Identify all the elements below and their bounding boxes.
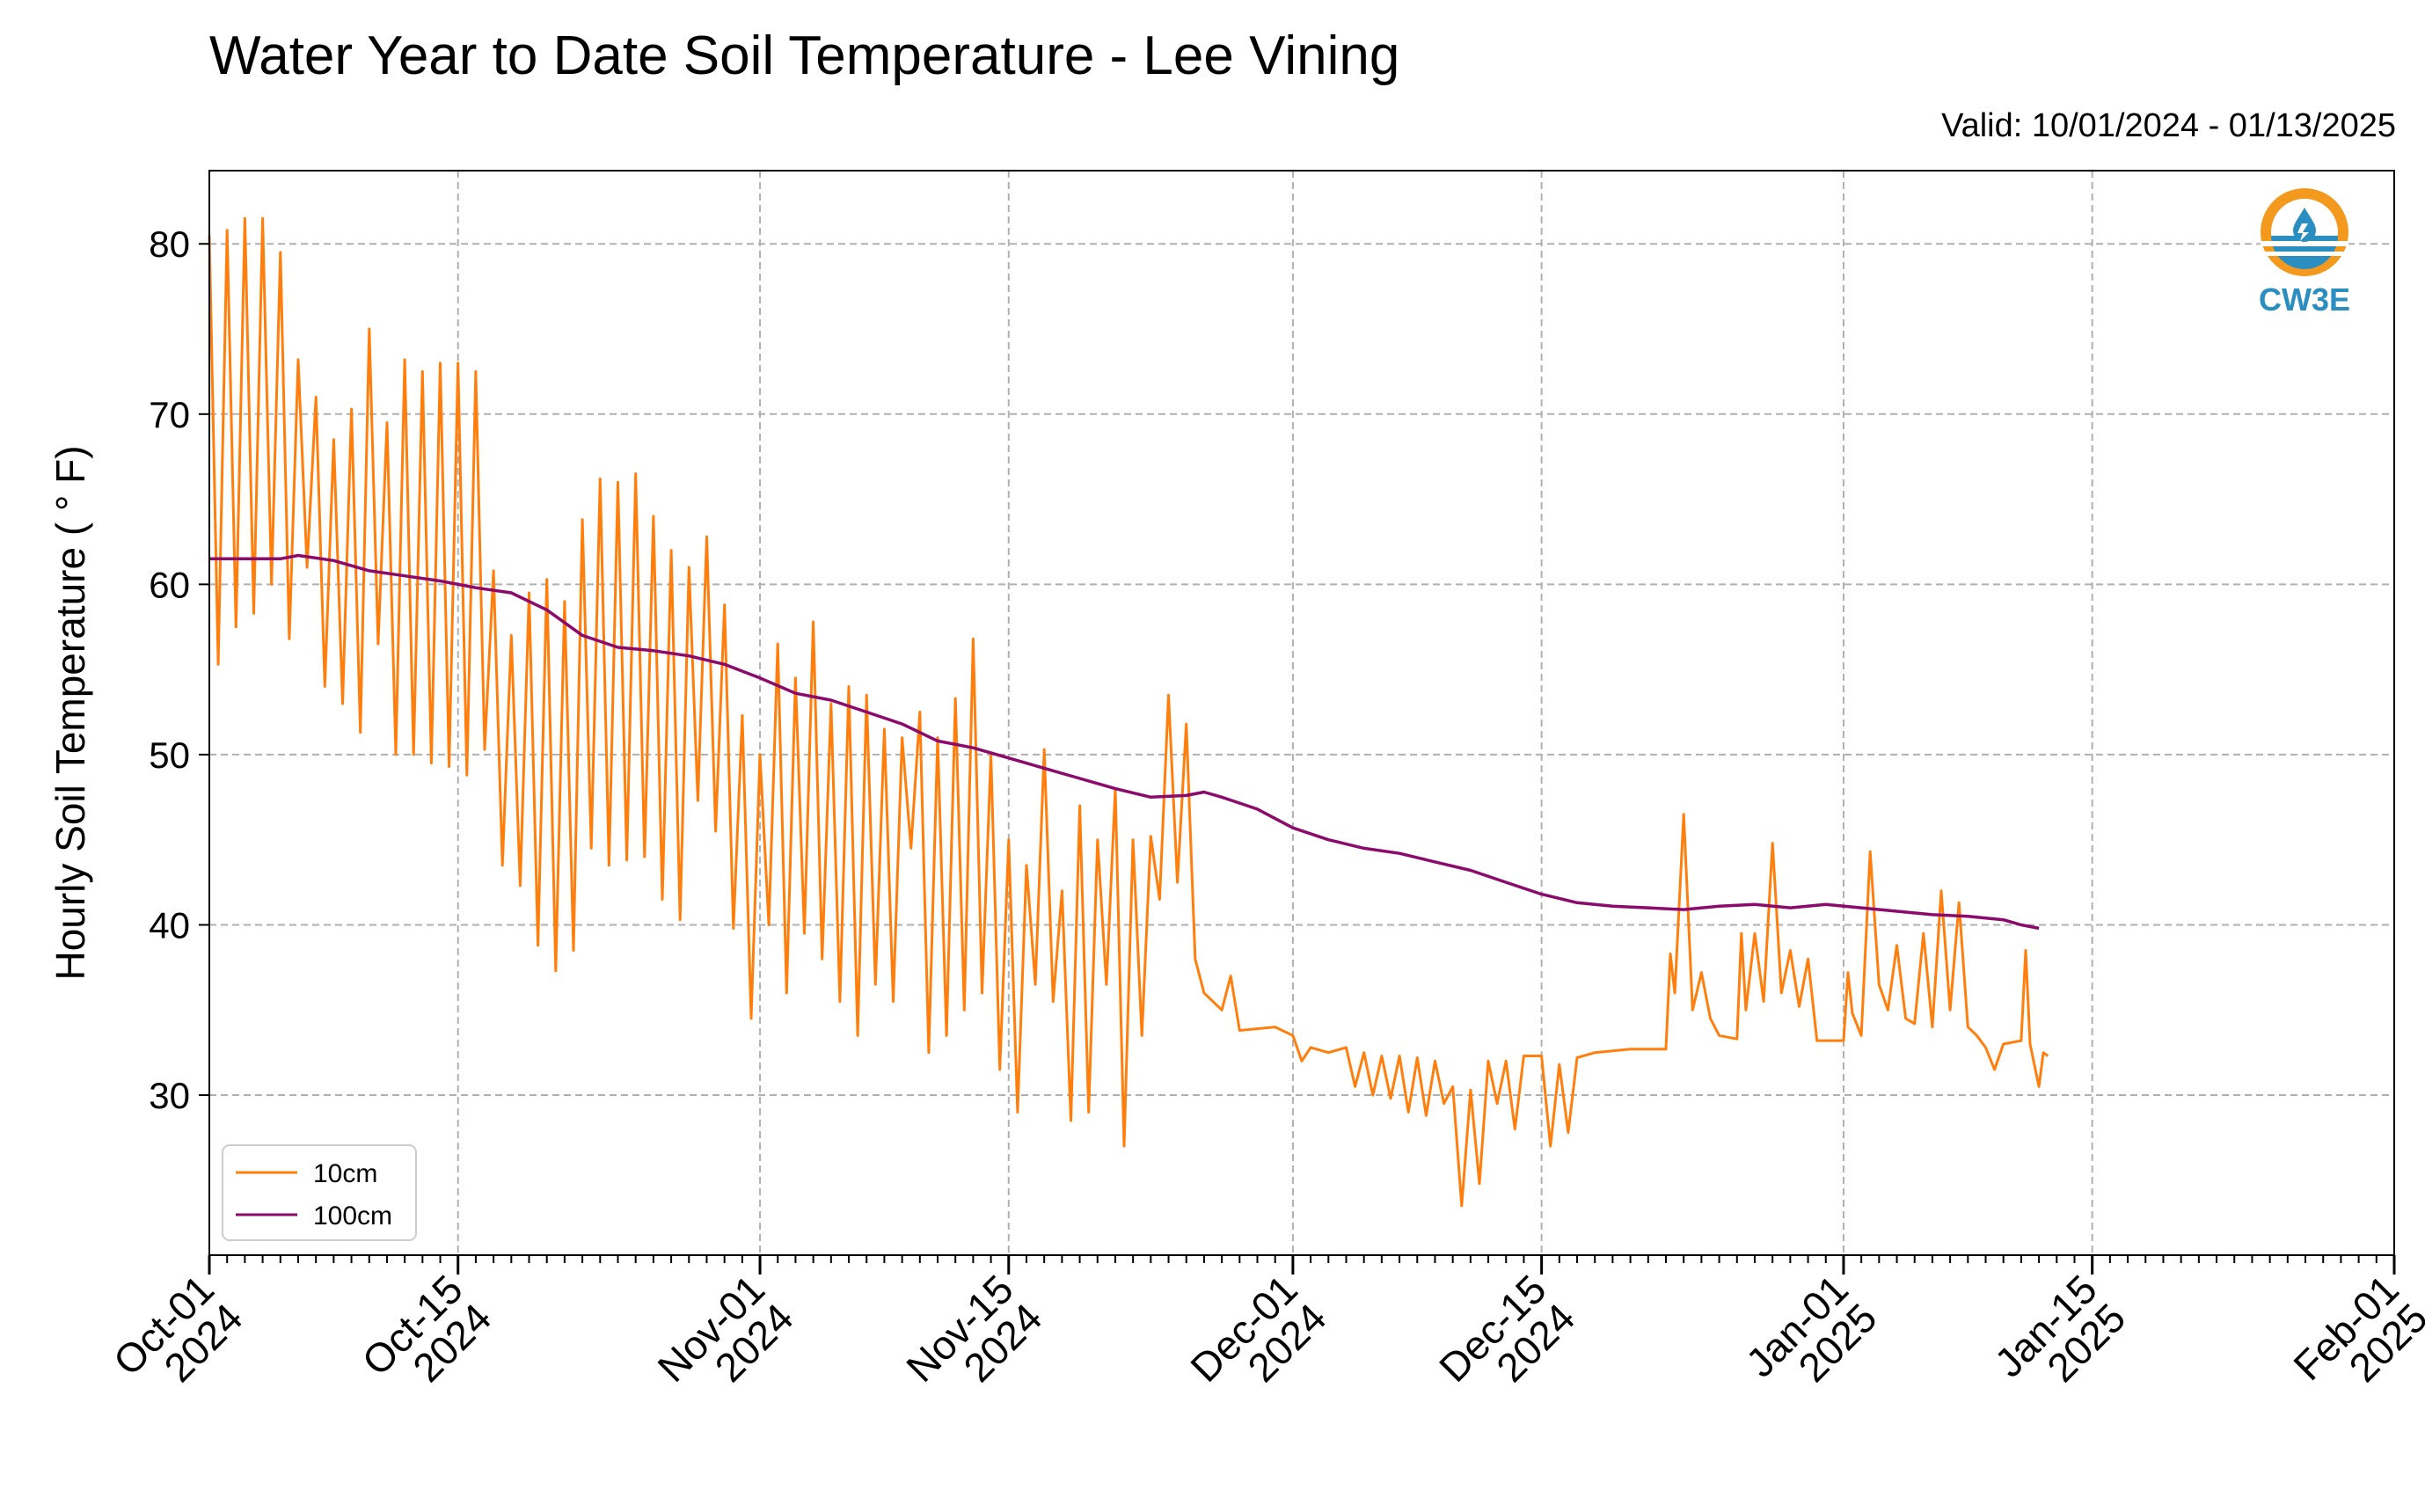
logo-text: CW3E — [2258, 281, 2350, 318]
y-tick-label: 80 — [149, 223, 190, 265]
chart-title: Water Year to Date Soil Temperature - Le… — [209, 26, 1400, 86]
series-line-100cm — [209, 553, 2040, 931]
chart-subtitle: Valid: 10/01/2024 - 01/13/2025 — [1941, 107, 2396, 144]
y-tick-label: 40 — [149, 904, 190, 946]
legend-label: 100cm — [313, 1202, 392, 1231]
grid-layer — [208, 171, 2395, 1255]
series-line-10cm — [208, 216, 2049, 1208]
y-tick-label: 70 — [149, 394, 190, 435]
y-tick-label: 30 — [149, 1075, 190, 1116]
legend: 10cm 100cm — [222, 1144, 417, 1241]
y-tick-label: 50 — [149, 734, 190, 776]
water-drop-logo-icon — [2261, 188, 2348, 276]
series-layer — [208, 216, 2049, 1208]
legend-box — [222, 1144, 417, 1241]
y-tick-label: 60 — [149, 564, 190, 605]
legend-label: 10cm — [313, 1159, 377, 1188]
plot-frame — [208, 170, 2395, 1256]
y-axis-label: Hourly Soil Temperature ( ° F) — [47, 445, 93, 980]
cw3e-logo: CW3E — [2247, 183, 2362, 324]
